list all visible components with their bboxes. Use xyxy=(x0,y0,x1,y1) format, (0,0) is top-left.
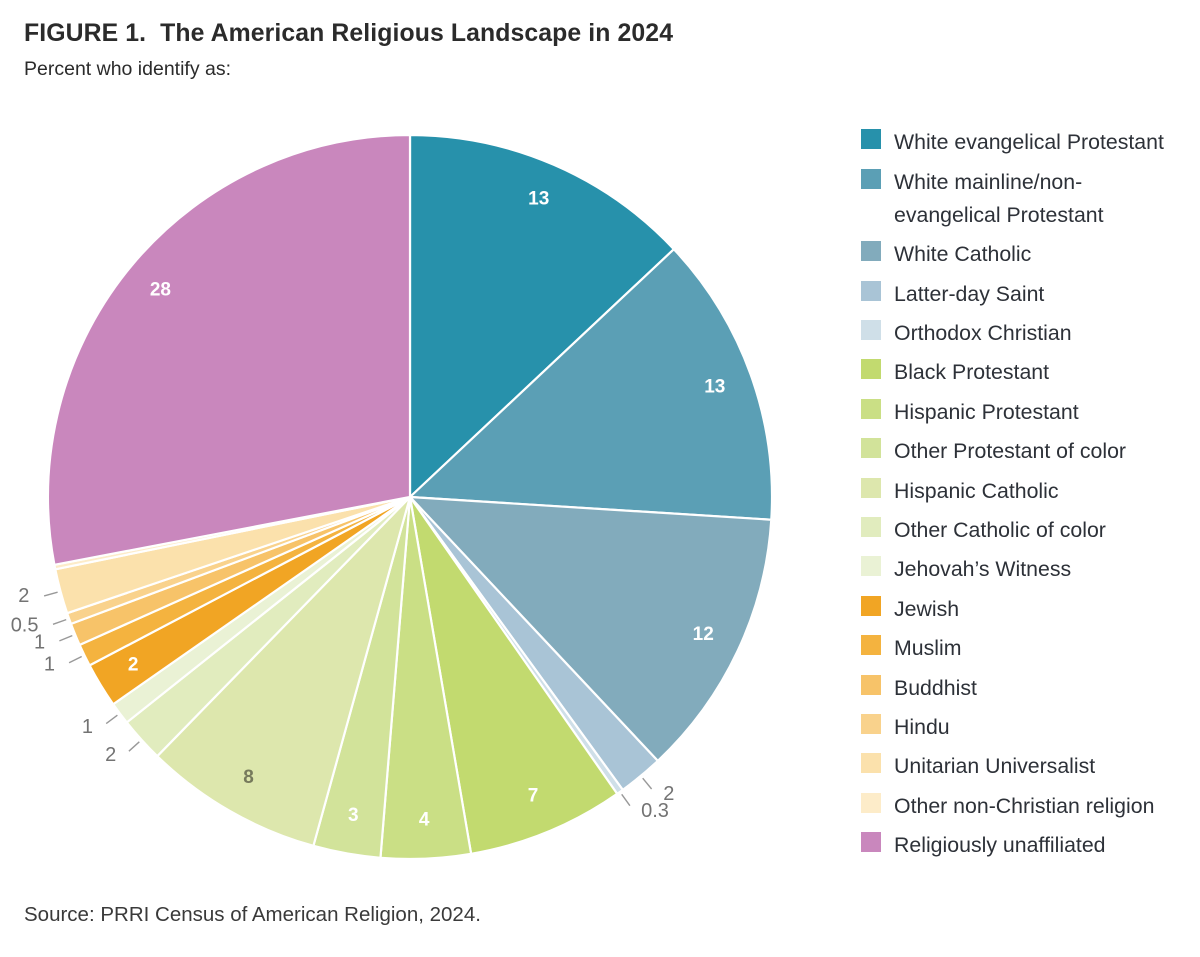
svg-text:1: 1 xyxy=(82,716,93,738)
svg-text:2: 2 xyxy=(128,654,139,675)
svg-text:4: 4 xyxy=(419,810,430,831)
svg-text:2: 2 xyxy=(18,585,29,607)
svg-text:13: 13 xyxy=(704,376,725,397)
svg-text:8: 8 xyxy=(243,767,254,788)
svg-text:3: 3 xyxy=(348,805,359,826)
svg-text:0.3: 0.3 xyxy=(641,800,669,822)
svg-text:1: 1 xyxy=(44,654,55,676)
svg-text:13: 13 xyxy=(528,189,549,210)
svg-text:7: 7 xyxy=(528,786,539,807)
svg-text:12: 12 xyxy=(693,624,714,645)
svg-text:0.5: 0.5 xyxy=(11,614,39,636)
svg-text:2: 2 xyxy=(105,744,116,766)
svg-text:28: 28 xyxy=(150,280,171,301)
